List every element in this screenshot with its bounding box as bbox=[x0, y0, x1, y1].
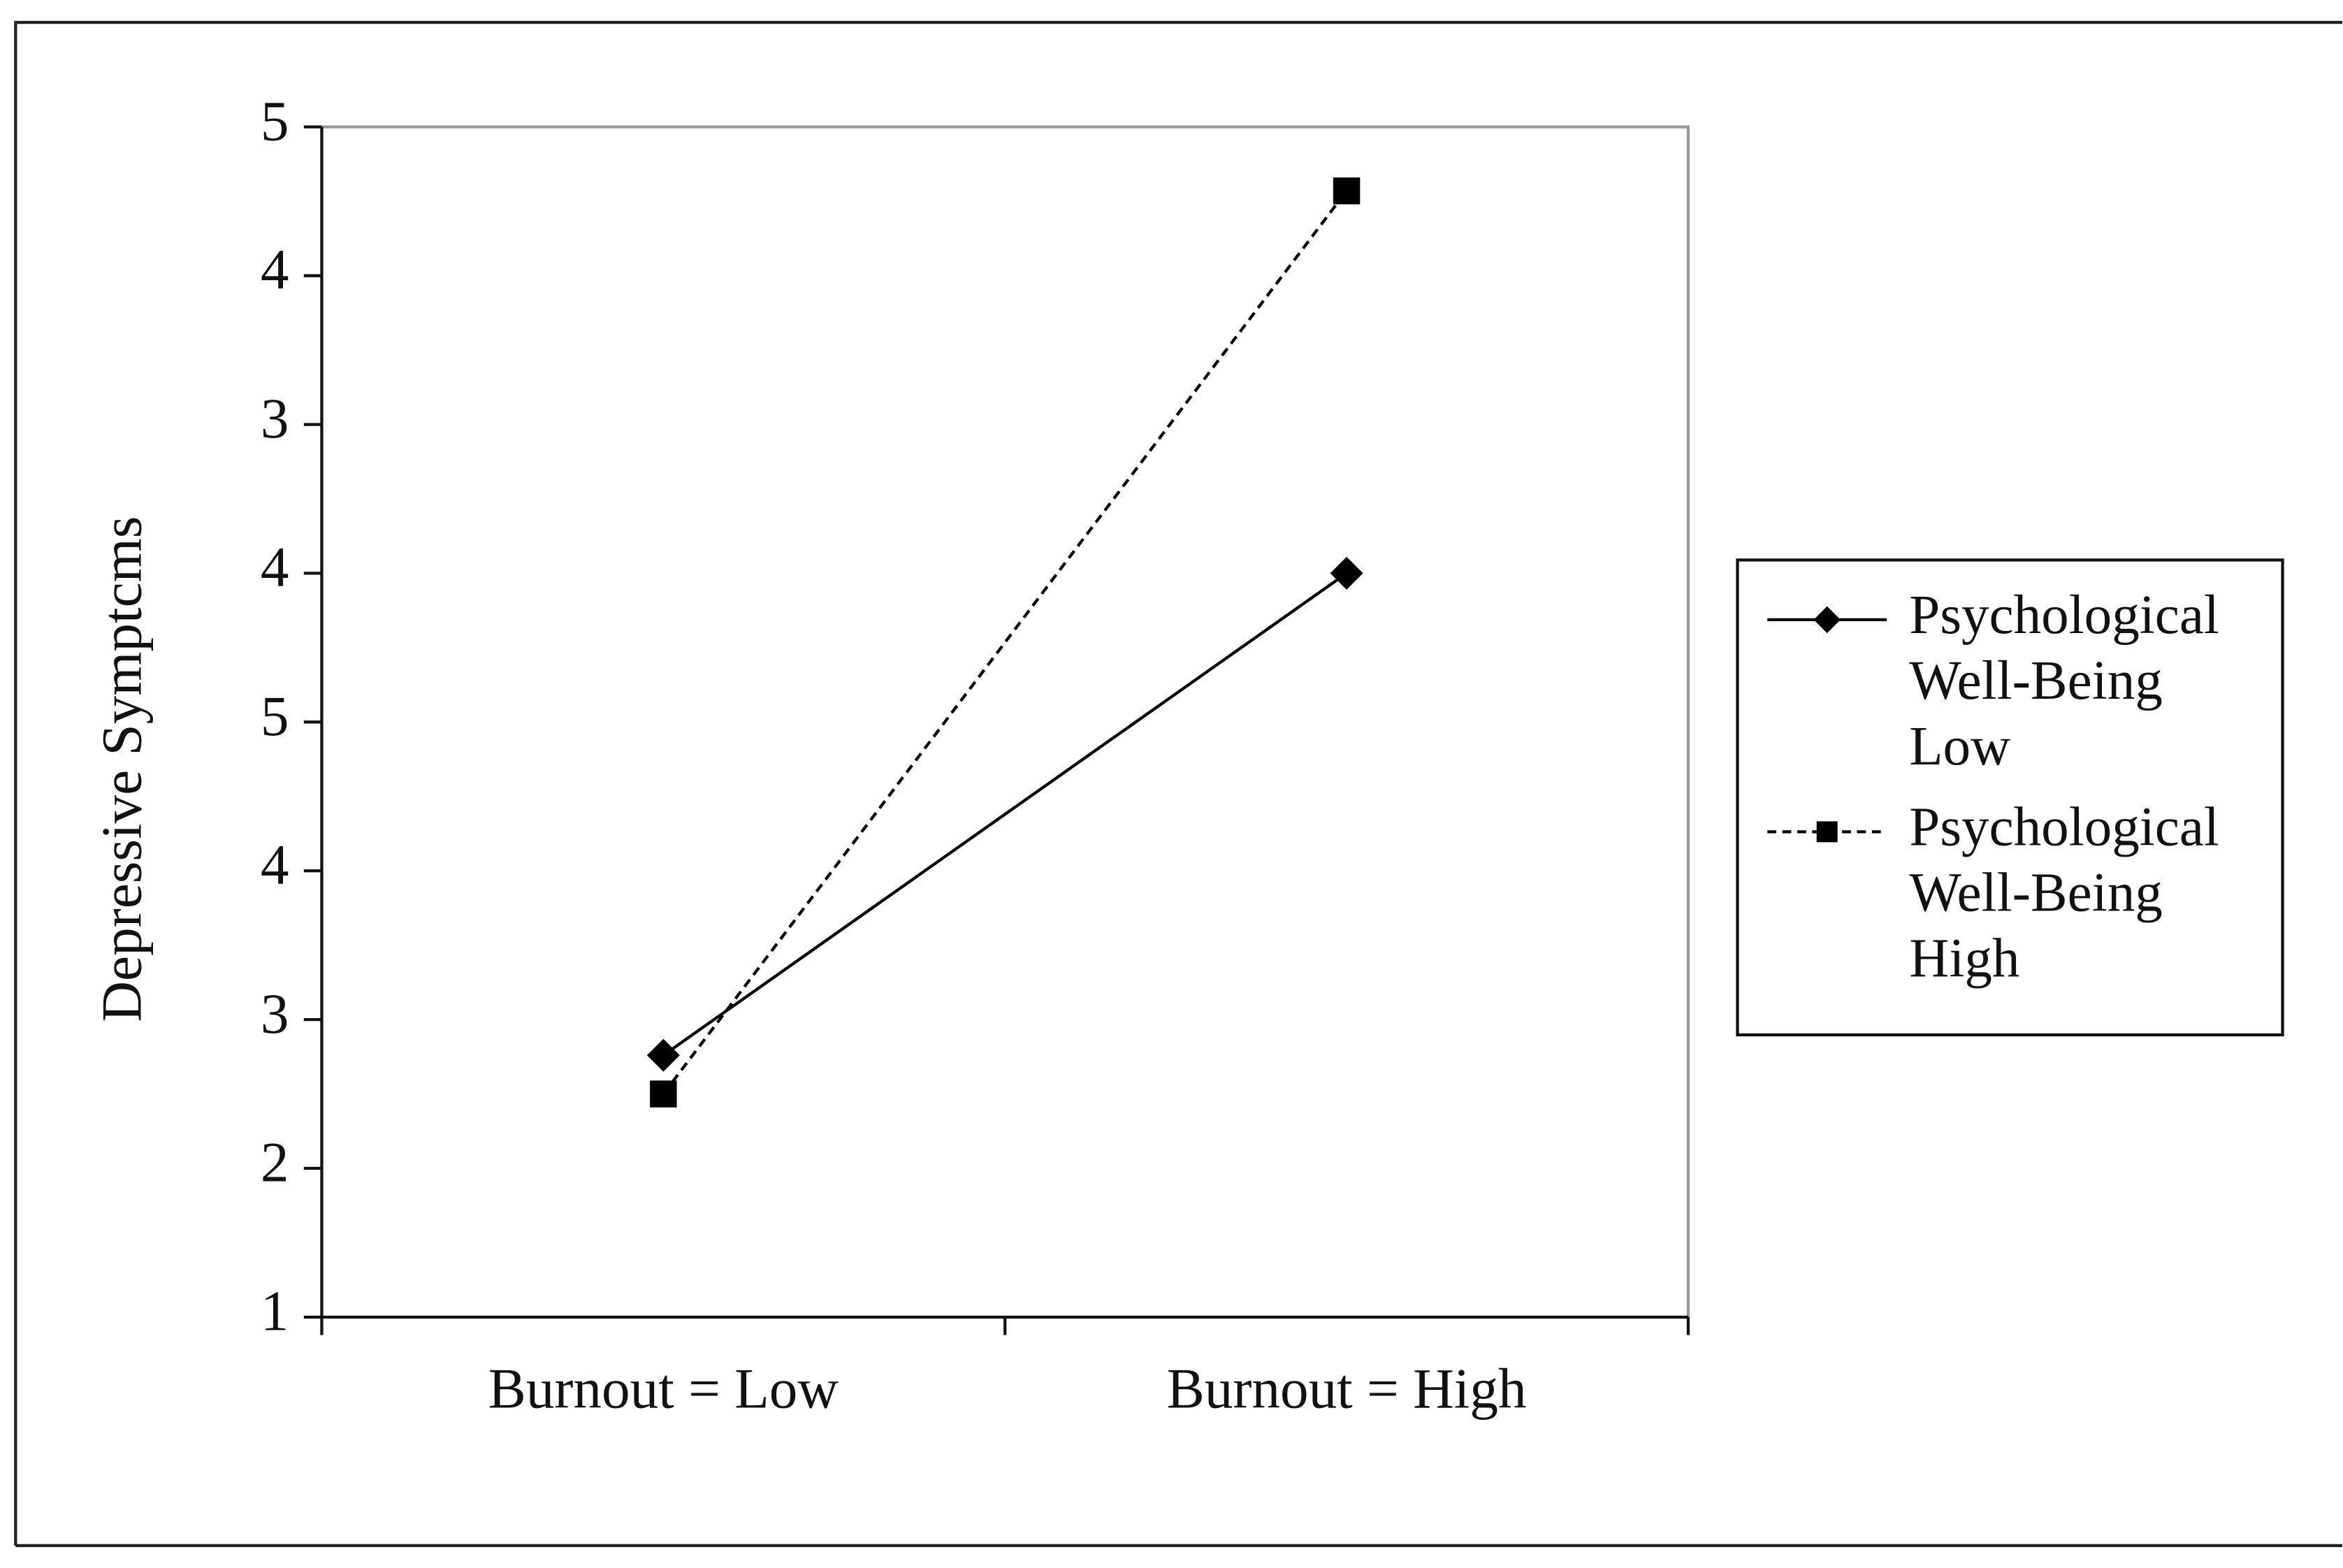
x-tick-label: Burnout = Low bbox=[488, 1358, 839, 1421]
marker bbox=[650, 1080, 677, 1108]
legend-entry: Psychological Well-Being High bbox=[1909, 797, 2219, 990]
y-tick-label: 4 bbox=[261, 834, 289, 896]
y-tick-label: 4 bbox=[261, 536, 289, 599]
y-tick-label: 1 bbox=[261, 1280, 289, 1343]
x-tick-label: Burnout = High bbox=[1167, 1358, 1527, 1421]
y-tick-label: 3 bbox=[261, 387, 289, 450]
legend-label: Psychological Well-Being High bbox=[1909, 797, 2219, 990]
marker bbox=[1816, 821, 1838, 843]
plot-border bbox=[321, 125, 1690, 1317]
marker bbox=[1330, 556, 1363, 590]
y-axis-label: Depressive Symptcms bbox=[90, 516, 153, 1022]
legend bbox=[1736, 558, 2284, 1037]
y-tick-label: 5 bbox=[261, 89, 289, 152]
legend-label: Psychological Well-Being Low bbox=[1909, 585, 2219, 778]
legend-entry: Psychological Well-Being Low bbox=[1909, 585, 2219, 778]
y-tick-label: 2 bbox=[261, 1131, 289, 1194]
series-line bbox=[662, 189, 1348, 1095]
frame bbox=[14, 20, 2343, 1546]
marker bbox=[1333, 177, 1361, 205]
y-tick-label: 5 bbox=[261, 685, 289, 748]
series-line bbox=[662, 572, 1348, 1057]
y-tick-label: 4 bbox=[261, 238, 289, 301]
y-tick-label: 3 bbox=[261, 982, 289, 1045]
marker bbox=[1813, 606, 1841, 634]
